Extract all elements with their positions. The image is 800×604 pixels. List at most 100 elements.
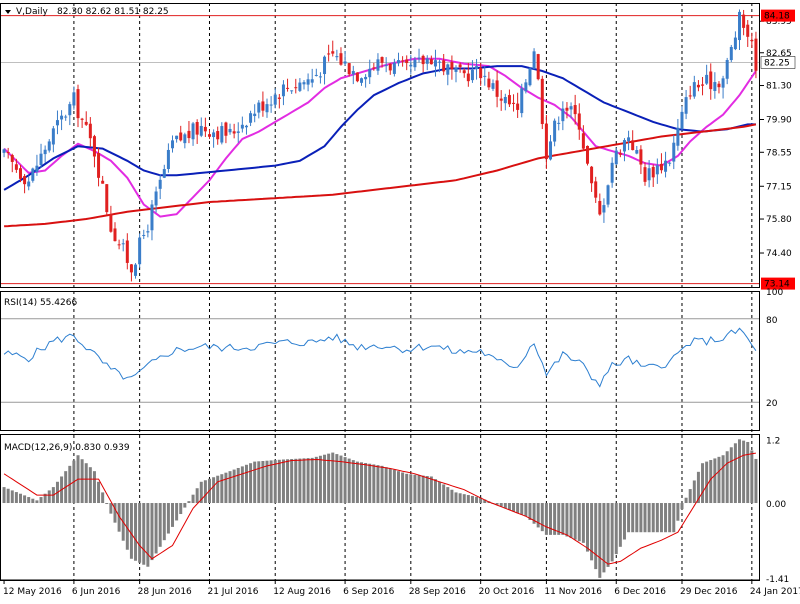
candle-body bbox=[602, 205, 606, 213]
candle-body bbox=[335, 56, 339, 58]
macd-bar bbox=[454, 492, 458, 504]
macd-bar bbox=[290, 459, 294, 504]
macd-bar bbox=[717, 456, 721, 504]
candle-body bbox=[639, 149, 643, 165]
macd-bar bbox=[536, 503, 540, 528]
candle-body bbox=[302, 82, 306, 85]
macd-bar bbox=[594, 503, 598, 570]
candle-body bbox=[446, 64, 450, 75]
macd-bar bbox=[413, 474, 417, 504]
candle-body bbox=[339, 53, 343, 65]
candle-body bbox=[105, 184, 109, 213]
candle-body bbox=[729, 46, 733, 61]
candle-body bbox=[512, 102, 516, 104]
candle-body bbox=[265, 104, 269, 113]
candle-body bbox=[520, 88, 524, 114]
x-tick-label: 12 Aug 2016 bbox=[273, 587, 331, 597]
macd-bar bbox=[618, 503, 622, 547]
candle-body bbox=[121, 243, 125, 245]
macd-bar bbox=[179, 503, 183, 515]
macd-bar bbox=[150, 503, 154, 561]
candle-body bbox=[343, 61, 347, 64]
candle-body bbox=[84, 121, 88, 125]
candle-body bbox=[413, 59, 417, 68]
candle-body bbox=[721, 78, 725, 88]
candle-body bbox=[429, 59, 433, 65]
candle-body bbox=[220, 126, 224, 143]
candle-body bbox=[2, 149, 6, 153]
candle-body bbox=[125, 240, 129, 263]
candle-body bbox=[635, 150, 639, 154]
candle-body bbox=[47, 141, 51, 151]
candle-body bbox=[577, 113, 581, 130]
candle-body bbox=[31, 168, 35, 181]
macd-bar bbox=[14, 492, 18, 504]
macd-bar bbox=[446, 487, 450, 504]
macd-bar bbox=[281, 459, 285, 504]
candle-body bbox=[746, 24, 750, 37]
macd-bar bbox=[549, 503, 553, 535]
candle-body bbox=[286, 87, 290, 89]
candle-body bbox=[216, 131, 220, 140]
candle-body bbox=[195, 122, 199, 135]
candle-body bbox=[622, 140, 626, 152]
candle-body bbox=[10, 155, 14, 162]
macd-bar bbox=[610, 503, 614, 562]
candle-body bbox=[257, 102, 261, 113]
macd-bar bbox=[125, 503, 129, 550]
candle-body bbox=[569, 106, 573, 110]
macd-bar bbox=[97, 481, 101, 504]
candle-body bbox=[372, 67, 376, 69]
price-tick-label: 77.15 bbox=[766, 182, 792, 192]
macd-bar bbox=[590, 503, 594, 561]
candle-body bbox=[705, 74, 709, 84]
macd-bar bbox=[84, 463, 88, 504]
macd-bar bbox=[672, 503, 676, 533]
macd-bar bbox=[503, 503, 507, 509]
dropdown-arrow-icon[interactable] bbox=[5, 10, 11, 14]
candle-body bbox=[668, 162, 672, 164]
candle-body bbox=[750, 39, 754, 42]
macd-bar bbox=[627, 503, 631, 533]
macd-bar bbox=[314, 456, 318, 504]
moving-averages-layer bbox=[3, 57, 757, 228]
x-tick-label: 6 Sep 2016 bbox=[343, 587, 395, 597]
macd-bar bbox=[117, 503, 121, 532]
candle-body bbox=[581, 133, 585, 149]
macd-bar bbox=[351, 460, 355, 504]
price-tick-label: 74.40 bbox=[766, 249, 792, 259]
macd-bar bbox=[532, 503, 536, 524]
candle-body bbox=[171, 140, 175, 149]
macd-bar bbox=[688, 489, 692, 504]
macd-bar bbox=[692, 480, 696, 504]
macd-bar bbox=[253, 461, 257, 504]
macd-bar bbox=[470, 495, 474, 504]
candle-body bbox=[166, 149, 170, 170]
macd-bar bbox=[257, 461, 261, 504]
candle-body bbox=[253, 113, 257, 117]
macd-bar bbox=[557, 503, 561, 535]
macd-bar bbox=[680, 503, 684, 510]
candle-body bbox=[380, 57, 384, 63]
symbol-label: V,Daily bbox=[16, 7, 48, 17]
panel-frame bbox=[0, 3, 760, 288]
macd-bar bbox=[746, 441, 750, 504]
macd-bar bbox=[162, 503, 166, 541]
macd-bar bbox=[265, 460, 269, 504]
macd-bar bbox=[475, 496, 479, 504]
macd-bar bbox=[544, 503, 548, 535]
candle-body bbox=[684, 97, 688, 114]
macd-bar bbox=[105, 503, 109, 505]
macd-bar bbox=[450, 489, 454, 504]
candle-body bbox=[224, 122, 228, 136]
candle-body bbox=[688, 95, 692, 97]
candle-body bbox=[409, 64, 413, 67]
macd-bar bbox=[458, 493, 462, 504]
candle-body bbox=[470, 69, 474, 81]
macd-bar bbox=[318, 455, 322, 504]
candle-body bbox=[68, 104, 72, 116]
candle-body bbox=[421, 55, 425, 65]
macd-bar bbox=[585, 503, 589, 552]
